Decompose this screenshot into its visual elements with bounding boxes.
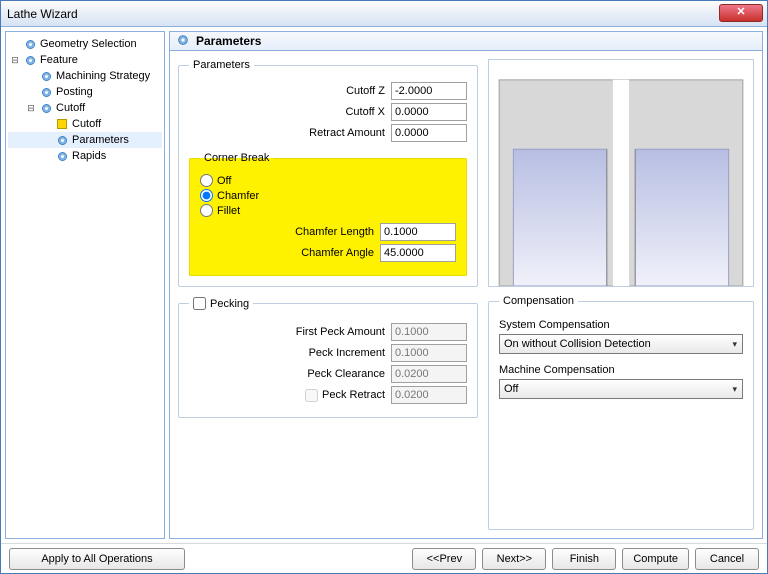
titlebar: Lathe Wizard ✕ <box>1 1 767 27</box>
window: Lathe Wizard ✕ Geometry Selection ⊟ Featur… <box>0 0 768 574</box>
nav-tree: Geometry Selection ⊟ Feature Machining Stra… <box>5 31 165 539</box>
chamfer-length-label: Chamfer Length <box>295 226 374 238</box>
chamfer-angle-label: Chamfer Angle <box>301 247 374 259</box>
finish-button[interactable]: Finish <box>552 548 616 570</box>
tree-label: Machining Strategy <box>56 70 150 82</box>
tree-label: Cutoff <box>72 118 101 130</box>
tree-item-parameters[interactable]: Parameters <box>8 132 162 148</box>
peck-retract-checkbox[interactable] <box>305 389 318 402</box>
tree-label: Parameters <box>72 134 129 146</box>
expand-icon[interactable]: ⊟ <box>10 55 20 66</box>
panel-header: Parameters <box>169 31 763 51</box>
gear-icon <box>23 37 37 51</box>
pecking-legend: Pecking <box>189 295 253 312</box>
main-panel: Parameters Parameters Cutoff Z Cutoff X <box>169 31 763 539</box>
gear-icon <box>55 133 69 147</box>
window-title: Lathe Wizard <box>7 7 78 21</box>
cutoff-x-label: Cutoff X <box>345 106 385 118</box>
retract-amount-label: Retract Amount <box>309 127 385 139</box>
tree-item-feature[interactable]: ⊟ Feature <box>8 52 162 68</box>
gear-icon <box>39 85 53 99</box>
tree-item-cutoff[interactable]: ⊟ Cutoff <box>8 100 162 116</box>
right-column: Compensation System Compensation On with… <box>488 59 754 530</box>
cutoff-z-input[interactable] <box>391 82 467 100</box>
parameters-group: Parameters Cutoff Z Cutoff X Retract Amo… <box>178 59 478 287</box>
preview-pane <box>488 59 754 287</box>
tree-item-posting[interactable]: Posting <box>8 84 162 100</box>
tree-label: Rapids <box>72 150 106 162</box>
corner-chamfer-radio[interactable] <box>200 189 213 202</box>
peck-retract-input[interactable] <box>391 386 467 404</box>
first-peck-input[interactable] <box>391 323 467 341</box>
gear-icon <box>55 149 69 163</box>
tree-item-geometry-selection[interactable]: Geometry Selection <box>8 36 162 52</box>
corner-fillet-label: Fillet <box>217 205 240 217</box>
chamfer-angle-input[interactable] <box>380 244 456 262</box>
gear-icon <box>23 53 37 67</box>
gear-icon <box>39 101 53 115</box>
expand-icon[interactable]: ⊟ <box>26 103 36 114</box>
footer: Apply to All Operations <<Prev Next>> Fi… <box>1 543 767 573</box>
corner-off-label: Off <box>217 175 231 187</box>
tree-label: Cutoff <box>56 102 85 114</box>
compensation-group: Compensation System Compensation On with… <box>488 295 754 530</box>
gear-icon <box>176 33 190 50</box>
parameters-legend: Parameters <box>189 59 254 71</box>
prev-button[interactable]: <<Prev <box>412 548 476 570</box>
left-column: Parameters Cutoff Z Cutoff X Retract Amo… <box>178 59 478 530</box>
peck-clearance-label: Peck Clearance <box>307 368 385 380</box>
tree-label: Geometry Selection <box>40 38 137 50</box>
cancel-button[interactable]: Cancel <box>695 548 759 570</box>
pecking-label: Pecking <box>210 298 249 310</box>
panel-body: Parameters Cutoff Z Cutoff X Retract Amo… <box>169 51 763 539</box>
body: Geometry Selection ⊟ Feature Machining Stra… <box>1 27 767 543</box>
apply-all-button[interactable]: Apply to All Operations <box>9 548 185 570</box>
machine-comp-select[interactable]: Off <box>499 379 743 399</box>
peck-increment-input[interactable] <box>391 344 467 362</box>
corner-fillet-radio[interactable] <box>200 204 213 217</box>
cutoff-icon <box>55 117 69 131</box>
tree-label: Feature <box>40 54 78 66</box>
cutoff-z-label: Cutoff Z <box>346 85 385 97</box>
corner-break-group: Corner Break Off Chamfer Fillet Chamfer … <box>189 152 467 276</box>
close-button[interactable]: ✕ <box>719 4 763 22</box>
gear-icon <box>39 69 53 83</box>
next-button[interactable]: Next>> <box>482 548 546 570</box>
retract-amount-input[interactable] <box>391 124 467 142</box>
compute-button[interactable]: Compute <box>622 548 689 570</box>
compensation-legend: Compensation <box>499 295 578 307</box>
panel-title: Parameters <box>196 34 261 48</box>
cutoff-x-input[interactable] <box>391 103 467 121</box>
tree-item-machining-strategy[interactable]: Machining Strategy <box>8 68 162 84</box>
peck-clearance-input[interactable] <box>391 365 467 383</box>
peck-retract-label: Peck Retract <box>322 389 385 401</box>
corner-chamfer-label: Chamfer <box>217 190 259 202</box>
corner-break-legend: Corner Break <box>200 152 273 164</box>
tree-item-rapids[interactable]: Rapids <box>8 148 162 164</box>
pecking-checkbox[interactable] <box>193 297 206 310</box>
system-comp-select[interactable]: On without Collision Detection <box>499 334 743 354</box>
system-comp-label: System Compensation <box>499 319 743 331</box>
tree-item-cutoff[interactable]: Cutoff <box>8 116 162 132</box>
peck-increment-label: Peck Increment <box>309 347 385 359</box>
tree-label: Posting <box>56 86 93 98</box>
chamfer-length-input[interactable] <box>380 223 456 241</box>
corner-off-radio[interactable] <box>200 174 213 187</box>
pecking-group: Pecking First Peck Amount Peck Increment… <box>178 295 478 418</box>
first-peck-label: First Peck Amount <box>296 326 385 338</box>
machine-comp-label: Machine Compensation <box>499 364 743 376</box>
